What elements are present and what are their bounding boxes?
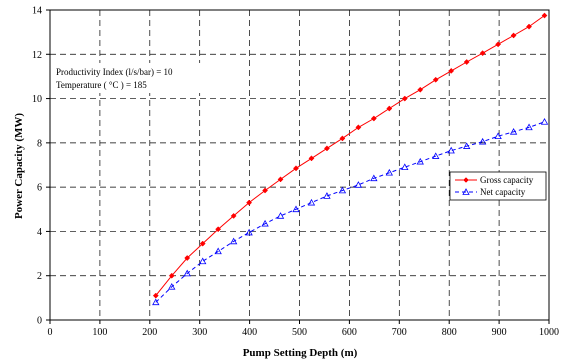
net-capacity-point (525, 123, 533, 131)
gross-capacity-point (432, 76, 439, 83)
net-capacity-point (447, 146, 455, 154)
x-tick-label: 0 (48, 327, 53, 338)
x-tick-label: 900 (492, 327, 507, 338)
net-capacity-point (152, 298, 160, 306)
net-capacity-point (292, 205, 300, 213)
x-tick-label: 600 (342, 327, 357, 338)
y-tick-label: 4 (37, 227, 42, 238)
x-tick-label: 500 (292, 327, 307, 338)
gross-capacity-point (262, 187, 269, 194)
gross-capacity-point (355, 124, 362, 131)
net-capacity-point (432, 152, 440, 159)
gross-capacity-point (370, 115, 377, 122)
net-capacity-point (276, 212, 285, 219)
net-capacity-point (245, 228, 253, 236)
y-tick-label: 14 (32, 6, 42, 17)
net-capacity-point (229, 237, 238, 245)
annotation-background (54, 63, 202, 93)
annotation-productivity-index: Productivity Index (l/s/bar) = 10 (56, 67, 173, 77)
grid (50, 10, 549, 320)
gross-capacity-point (386, 105, 393, 112)
gross-capacity-point (308, 155, 315, 162)
legend-gross-marker (463, 177, 469, 183)
gross-capacity-point (293, 165, 299, 172)
gross-capacity-point (184, 255, 191, 261)
legend-box (449, 171, 547, 201)
y-tick-label: 2 (37, 271, 42, 282)
net-capacity-point (462, 142, 471, 149)
net-capacity-point (199, 257, 207, 265)
gross-capacity-point (215, 226, 222, 233)
net-capacity-point (416, 157, 424, 165)
gross-capacity-point (246, 199, 253, 206)
x-axis: 0 100 200 300 400 500 600 700 800 900 1000 (48, 320, 559, 338)
net-capacity-point (540, 117, 549, 125)
net-capacity-point (183, 269, 191, 277)
y-tick-label: 10 (32, 94, 42, 105)
gross-capacity-point (401, 95, 408, 102)
legend-net-label: Net capacity (480, 187, 526, 197)
gross-capacity-point (448, 67, 455, 74)
y-tick-label: 12 (32, 50, 42, 61)
y-axis: 0 2 4 6 8 10 12 14 (32, 6, 50, 327)
y-tick-label: 0 (37, 316, 42, 327)
net-capacity-point (494, 132, 502, 140)
x-tick-label: 100 (92, 327, 107, 338)
x-tick-label: 1000 (539, 327, 559, 338)
legend: Gross capacity Net capacity (449, 171, 547, 201)
gross-capacity-point (463, 59, 470, 65)
y-axis-title: Power Capacity (MW) (13, 113, 25, 219)
net-capacity-point (509, 127, 518, 135)
net-capacity-point (370, 174, 378, 182)
legend-net-marker (462, 188, 470, 195)
x-axis-title: Pump Setting Depth (m) (243, 347, 358, 359)
gross-capacity-point (277, 176, 284, 183)
gross-capacity-point (152, 292, 159, 299)
y-tick-label: 6 (37, 183, 42, 194)
net-capacity-point (401, 163, 409, 171)
x-tick-label: 300 (192, 327, 207, 338)
net-capacity-point (478, 137, 487, 145)
net-capacity-line (155, 121, 545, 303)
gross-capacity-point (479, 50, 486, 57)
gross-capacity-point (323, 145, 330, 152)
y-tick-label: 8 (37, 138, 42, 149)
x-tick-label: 700 (392, 327, 407, 338)
gross-capacity-point (199, 240, 206, 247)
annotation-box: Productivity Index (l/s/bar) = 10 Temper… (54, 63, 202, 93)
net-capacity-point (338, 186, 347, 194)
net-capacity-point (168, 282, 176, 290)
gross-capacity-point (339, 135, 346, 142)
gross-capacity-line (155, 15, 545, 296)
gross-capacity-point (510, 32, 517, 39)
gross-capacity-point (495, 41, 502, 48)
net-capacity-point (307, 198, 316, 206)
legend-gross-label: Gross capacity (480, 175, 534, 185)
net-capacity-point (214, 247, 222, 255)
x-tick-label: 200 (142, 327, 157, 338)
gross-capacity-point (230, 212, 237, 219)
gross-capacity-point (526, 23, 532, 30)
gross-capacity-point (541, 12, 548, 19)
net-capacity-point (354, 181, 363, 188)
gross-capacity-point (417, 86, 424, 93)
x-tick-label: 400 (242, 327, 257, 338)
x-tick-label: 800 (442, 327, 457, 338)
gross-capacity-point (168, 272, 175, 279)
plot-area (152, 12, 549, 306)
net-capacity-point (323, 192, 331, 199)
annotation-temperature: Temperature ( °C ) = 185 (56, 80, 147, 90)
net-capacity-point (385, 168, 393, 176)
net-capacity-point (261, 219, 269, 227)
